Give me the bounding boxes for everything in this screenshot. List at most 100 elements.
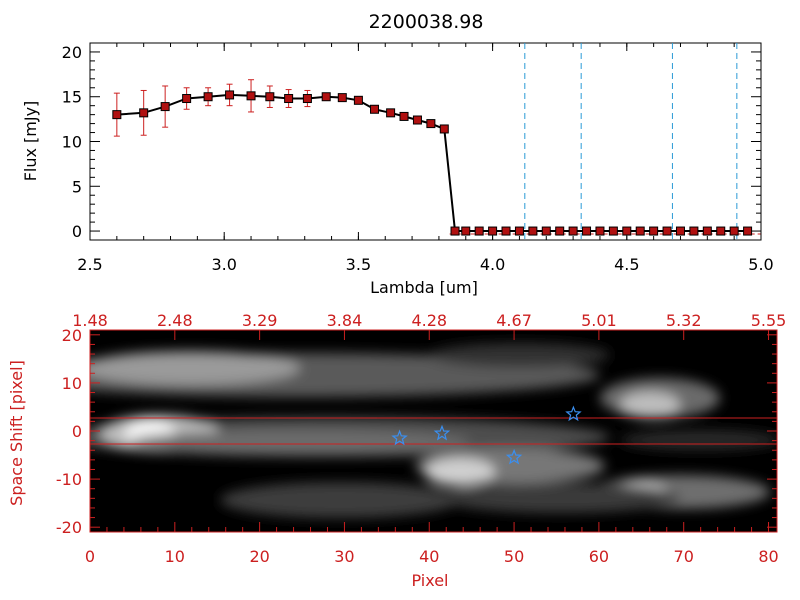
data-point [450, 226, 460, 236]
top-tick-label: 4.28 [411, 311, 447, 330]
x-tick-label: 2.5 [77, 255, 102, 274]
x-tick-label: 80 [758, 547, 778, 566]
data-point [568, 226, 578, 236]
chart-title: 2200038.98 [369, 11, 484, 33]
data-point [649, 226, 659, 236]
spectrum-y-ticks: 0 5 10 15 20 [62, 43, 761, 241]
star-markers [391, 405, 582, 465]
x-tick-label: 20 [249, 547, 269, 566]
top-tick-label: 5.01 [581, 311, 617, 330]
top-tick-label: 5.32 [666, 311, 702, 330]
image-y-ticks: -20 -10 0 10 20 [56, 326, 777, 537]
data-point [582, 226, 592, 236]
spectrum-plot: 2200038.98 2.5 3.0 3.5 4.0 4.5 5.0 0 5 10 15 20 L… [21, 11, 774, 297]
spatial-image-plot: 0 10 20 30 40 50 60 70 80 -20 -10 0 10 20 1.48 2.48 3.… [7, 311, 786, 590]
data-point [622, 226, 632, 236]
data-point [675, 226, 685, 236]
data-point [608, 226, 618, 236]
data-point [501, 226, 511, 236]
y-tick-label: -20 [56, 518, 82, 537]
x-tick-label: 3.0 [211, 255, 236, 274]
data-point [689, 226, 699, 236]
image-y-axis-label: Space Shift [pixel] [7, 360, 26, 506]
extraction-aperture-lines [90, 417, 777, 445]
y-tick-label: -10 [56, 470, 82, 489]
y-tick-label: 15 [62, 88, 82, 107]
data-point [203, 92, 213, 102]
x-tick-label: 50 [504, 547, 524, 566]
x-tick-label: 3.5 [346, 255, 371, 274]
spectrum-markers [112, 90, 753, 236]
data-point [635, 226, 645, 236]
star-marker [391, 429, 408, 446]
x-tick-label: 70 [674, 547, 694, 566]
spectrum-plot-frame [89, 42, 762, 241]
data-point [716, 226, 726, 236]
y-tick-label: 20 [62, 326, 82, 345]
x-tick-label: 10 [165, 547, 185, 566]
data-point [321, 92, 331, 102]
image-top-ticks: 1.48 2.48 3.29 3.84 4.28 4.67 5.01 5.32 5.55 [72, 311, 786, 340]
data-point [246, 91, 256, 101]
data-point [555, 226, 565, 236]
data-point [139, 108, 149, 118]
top-tick-label: 5.55 [751, 311, 787, 330]
x-tick-label: 30 [334, 547, 354, 566]
image-x-axis-label: Pixel [411, 571, 448, 590]
x-axis-label: Lambda [um] [370, 278, 478, 297]
star-marker [433, 424, 451, 441]
y-tick-label: 10 [62, 374, 82, 393]
data-point [112, 110, 122, 120]
star-marker [505, 448, 523, 465]
data-point [541, 226, 551, 236]
spectrum-vertical-lines [524, 43, 738, 240]
image-heatmap [90, 330, 777, 532]
data-point [353, 95, 363, 105]
top-tick-label: 3.29 [242, 311, 278, 330]
data-point [386, 108, 396, 118]
top-tick-label: 3.84 [327, 311, 363, 330]
spectrum-x-ticks: 2.5 3.0 3.5 4.0 4.5 5.0 [77, 43, 774, 274]
data-point [702, 226, 712, 236]
y-tick-label: 5 [72, 177, 82, 196]
y-tick-label: 0 [72, 222, 82, 241]
y-axis-label: Flux [mJy] [21, 101, 40, 182]
x-tick-label: 4.5 [614, 255, 639, 274]
x-tick-label: 0 [85, 547, 95, 566]
data-point [265, 92, 275, 102]
data-point [337, 93, 347, 103]
data-point [743, 226, 753, 236]
data-point [729, 226, 739, 236]
y-tick-label: 20 [62, 43, 82, 62]
data-point [439, 124, 449, 134]
data-point [160, 102, 170, 112]
data-point [528, 226, 538, 236]
data-point [302, 94, 312, 104]
top-tick-label: 2.48 [157, 311, 193, 330]
data-point [595, 226, 605, 236]
data-point [461, 226, 471, 236]
data-point [284, 94, 294, 104]
data-point [412, 115, 422, 125]
data-point [474, 226, 484, 236]
data-point [662, 226, 672, 236]
star-marker [565, 405, 582, 422]
x-tick-label: 5.0 [748, 255, 773, 274]
data-point [399, 111, 409, 121]
data-point [426, 119, 436, 129]
data-point [514, 226, 524, 236]
data-point [182, 94, 192, 104]
y-tick-label: 10 [62, 133, 82, 152]
data-point [225, 90, 235, 100]
data-point [488, 226, 498, 236]
top-tick-label: 1.48 [72, 311, 108, 330]
x-tick-label: 60 [589, 547, 609, 566]
spectrum-line [116, 93, 748, 232]
x-tick-label: 4.0 [480, 255, 505, 274]
image-x-ticks: 0 10 20 30 40 50 60 70 80 [85, 522, 779, 566]
top-tick-label: 4.67 [496, 311, 532, 330]
x-tick-label: 40 [419, 547, 439, 566]
y-tick-label: 0 [72, 422, 82, 441]
data-point [370, 104, 380, 114]
